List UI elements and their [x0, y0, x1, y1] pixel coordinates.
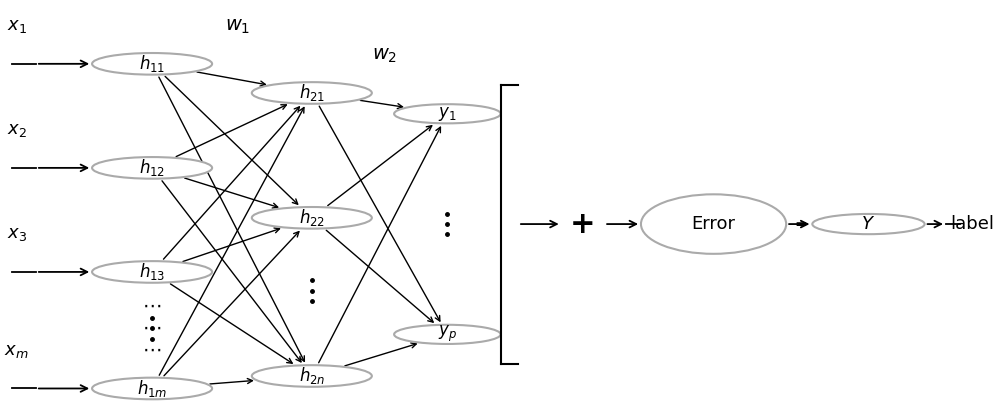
Text: Error: Error: [692, 215, 736, 233]
Text: $y_p$: $y_p$: [438, 324, 457, 344]
Ellipse shape: [92, 378, 212, 399]
Text: $w_2$: $w_2$: [372, 46, 397, 65]
Text: $x_m$: $x_m$: [4, 342, 29, 360]
Text: -: -: [794, 210, 807, 238]
Text: label: label: [951, 215, 995, 233]
Ellipse shape: [812, 214, 925, 234]
Text: +: +: [570, 210, 596, 238]
Text: $h_{13}$: $h_{13}$: [139, 261, 165, 282]
Ellipse shape: [641, 194, 786, 254]
Ellipse shape: [92, 261, 212, 283]
Ellipse shape: [92, 53, 212, 75]
Text: $x_1$: $x_1$: [7, 17, 27, 35]
Text: $h_{12}$: $h_{12}$: [139, 158, 165, 178]
Text: $x_3$: $x_3$: [7, 225, 27, 243]
Ellipse shape: [92, 157, 212, 178]
Ellipse shape: [252, 207, 372, 229]
Text: ⋯
⋯
⋯: ⋯ ⋯ ⋯: [142, 297, 162, 360]
Ellipse shape: [252, 82, 372, 104]
Text: $y_1$: $y_1$: [438, 105, 457, 123]
Text: $x_2$: $x_2$: [7, 122, 26, 140]
Ellipse shape: [252, 365, 372, 387]
Text: $Y$: $Y$: [861, 215, 876, 233]
Text: $h_{22}$: $h_{22}$: [299, 207, 325, 228]
Text: $w_1$: $w_1$: [225, 17, 250, 36]
Text: $h_{2n}$: $h_{2n}$: [299, 365, 325, 386]
Ellipse shape: [394, 104, 501, 123]
Text: $h_{1m}$: $h_{1m}$: [137, 378, 167, 399]
Text: $h_{11}$: $h_{11}$: [139, 53, 165, 74]
Ellipse shape: [394, 325, 501, 344]
Text: $h_{21}$: $h_{21}$: [299, 83, 325, 103]
